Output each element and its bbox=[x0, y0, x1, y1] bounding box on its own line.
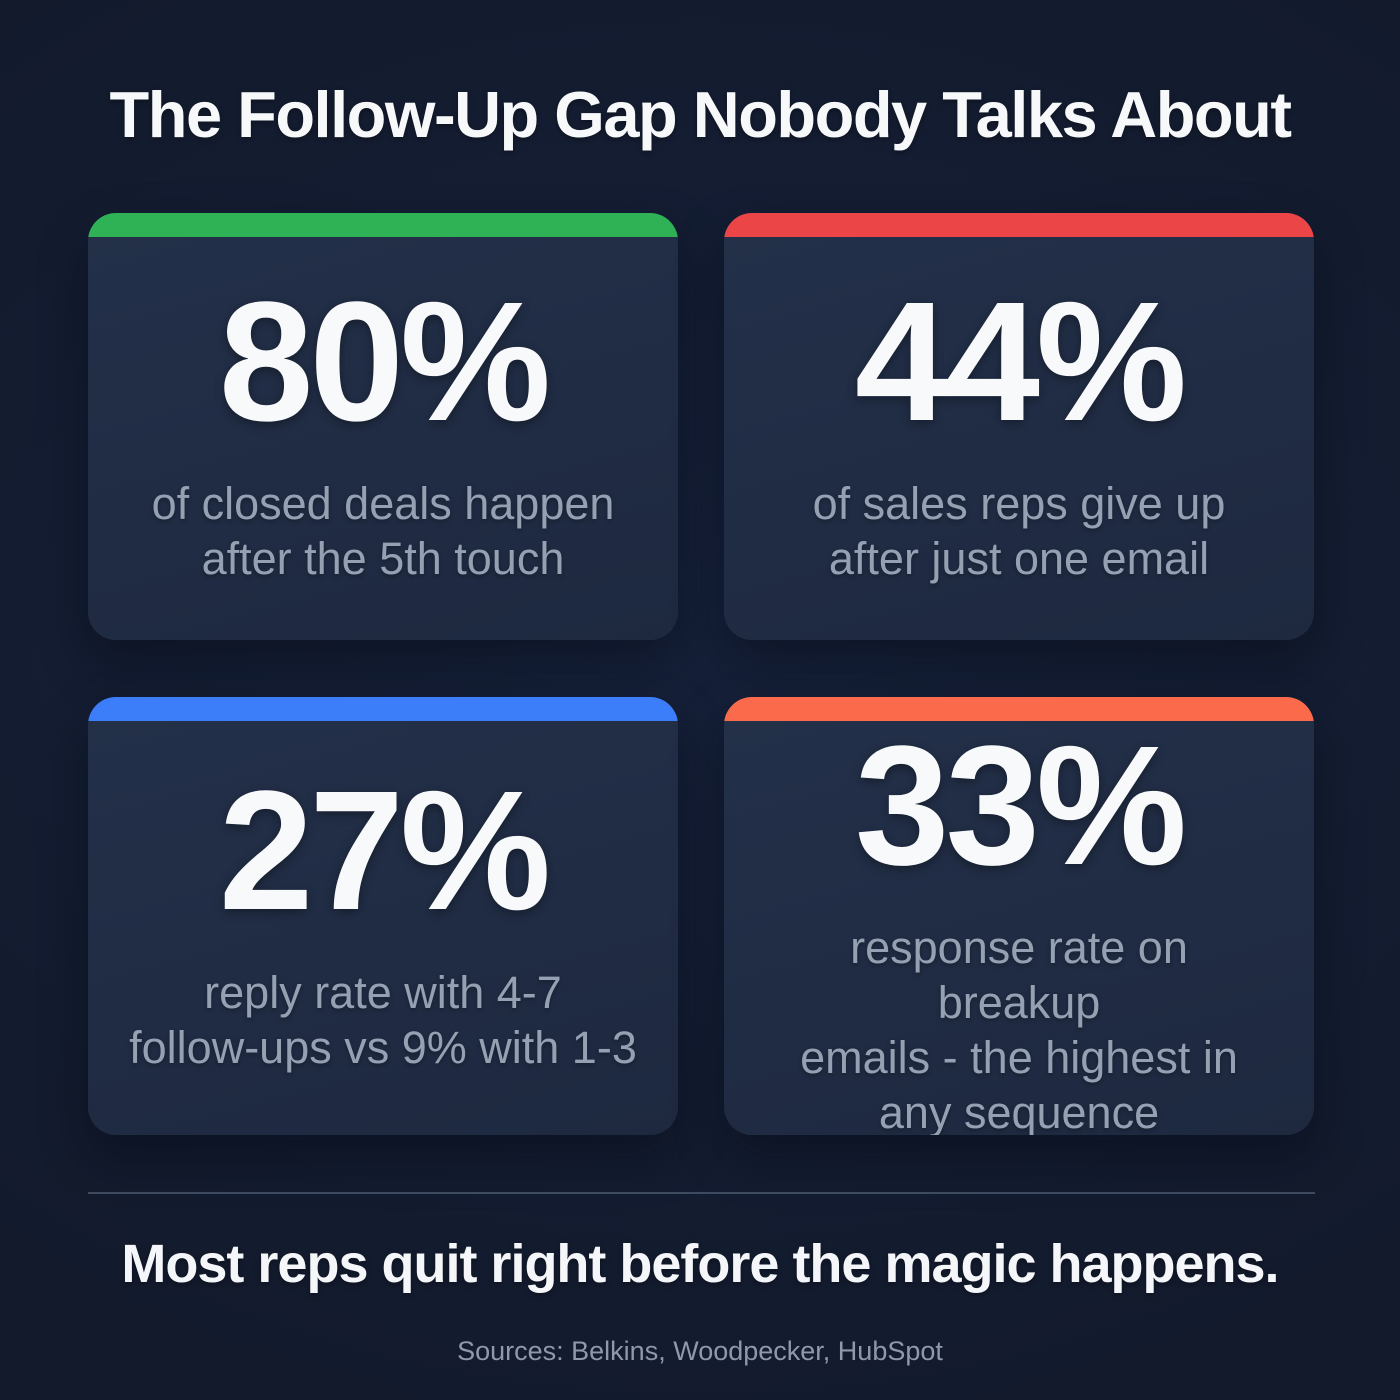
card-body: 27% reply rate with 4-7 follow-ups vs 9%… bbox=[88, 721, 678, 1135]
stat-card-reps-give-up: 44% of sales reps give up after just one… bbox=[724, 213, 1314, 640]
stat-value: 33% bbox=[854, 711, 1187, 901]
accent-bar-orange bbox=[724, 697, 1314, 721]
stat-value: 80% bbox=[218, 266, 551, 457]
card-body: 33% response rate on breakup emails - th… bbox=[724, 721, 1314, 1135]
stat-description: of closed deals happen after the 5th tou… bbox=[151, 477, 615, 584]
accent-bar-red bbox=[724, 213, 1314, 237]
stat-description: reply rate with 4-7 follow-ups vs 9% wit… bbox=[129, 967, 637, 1073]
sources-line: Sources: Belkins, Woodpecker, HubSpot bbox=[457, 1336, 943, 1366]
card-body: 80% of closed deals happen after the 5th… bbox=[88, 237, 678, 640]
stat-description: response rate on breakup emails - the hi… bbox=[800, 922, 1238, 1135]
card-body: 44% of sales reps give up after just one… bbox=[724, 237, 1314, 640]
stats-grid: 80% of closed deals happen after the 5th… bbox=[88, 213, 1314, 1135]
stat-value: 44% bbox=[854, 266, 1187, 457]
stat-value: 27% bbox=[218, 756, 551, 947]
page-title: The Follow-Up Gap Nobody Talks About bbox=[109, 78, 1292, 151]
headline: Most reps quit right before the magic ha… bbox=[121, 1234, 1279, 1294]
accent-bar-green bbox=[88, 213, 678, 237]
accent-bar-blue bbox=[88, 697, 678, 721]
stat-card-closed-deals: 80% of closed deals happen after the 5th… bbox=[88, 213, 678, 640]
stat-card-reply-rate: 27% reply rate with 4-7 follow-ups vs 9%… bbox=[88, 697, 678, 1135]
stat-description: of sales reps give up after just one ema… bbox=[812, 477, 1226, 584]
stat-card-breakup-emails: 33% response rate on breakup emails - th… bbox=[724, 697, 1314, 1135]
divider bbox=[88, 1192, 1315, 1194]
